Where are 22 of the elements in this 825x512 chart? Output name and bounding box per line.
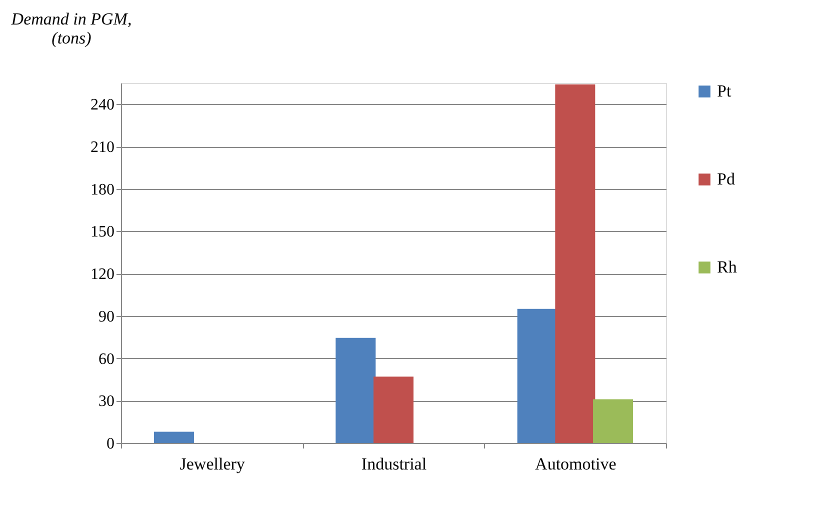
legend-label: Pt	[717, 82, 732, 100]
bar	[154, 432, 194, 443]
legend-label: Pd	[717, 170, 736, 188]
bar	[374, 376, 414, 443]
bar	[593, 399, 634, 443]
y-tick-label: 90	[98, 308, 114, 326]
y-tick-label: 120	[90, 266, 114, 284]
y-tick-label: 60	[98, 350, 114, 368]
bar	[336, 338, 376, 443]
x-tick-label: Jewellery	[180, 454, 246, 474]
y-tick-label: 210	[90, 139, 114, 156]
x-tick-label: Industrial	[361, 454, 427, 474]
legend-label: Rh	[717, 258, 738, 276]
y-tick-label: 0	[106, 436, 114, 452]
y-tick-label: 30	[98, 393, 114, 410]
y-tick-label: 150	[90, 224, 114, 241]
y-tick-label: 180	[90, 181, 114, 198]
bar	[517, 308, 558, 443]
x-tick-label: Automotive	[535, 454, 616, 474]
y-axis-title: Demand in PGM, (tons)	[10, 10, 132, 48]
y-tick-label: 240	[90, 96, 114, 114]
bar	[555, 84, 596, 443]
